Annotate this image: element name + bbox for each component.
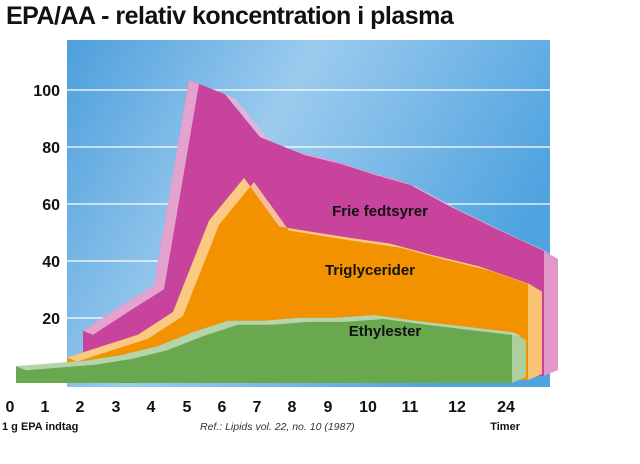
y-tick-label: 20	[42, 311, 60, 328]
x-start-label: 1 g EPA indtag	[2, 421, 78, 433]
x-tick-label: 1	[41, 399, 50, 416]
y-tick-label: 80	[42, 140, 60, 157]
x-tick-label: 24	[497, 399, 515, 416]
x-tick-label: 5	[183, 399, 192, 416]
series-area	[16, 315, 512, 383]
x-tick-label: 12	[448, 399, 466, 416]
x-tick-label: 3	[112, 399, 121, 416]
x-tick-label: 0	[6, 399, 15, 416]
chart-title: EPA/AA - relativ koncentration i plasma	[6, 2, 454, 30]
series-ribbon	[83, 80, 554, 335]
y-tick-label: 60	[42, 197, 60, 214]
x-tick-label: 9	[324, 399, 333, 416]
x-tick-label: 11	[402, 399, 419, 416]
series-ribbon	[16, 315, 522, 371]
x-tick-label: 8	[288, 399, 297, 416]
y-axis-ticks: 20 40 60 80 100	[33, 83, 60, 328]
y-tick-label: 40	[42, 254, 60, 271]
x-tick-label: 10	[359, 399, 377, 416]
series-ribbon	[67, 178, 538, 362]
series-label: Frie fedtsyrer	[332, 203, 428, 220]
chart-labels: Frie fedtsyrer Triglycerider Ethylester 1 g…	[2, 203, 521, 433]
series-side	[528, 283, 542, 380]
x-tick-label: 4	[147, 399, 156, 416]
x-axis-label: Timer	[490, 421, 520, 433]
x-axis-ticks: 0 1 2 3 4 5 6 7 8 9 10 11 12 24	[6, 399, 515, 416]
reference-note: Ref.: Lipids vol. 22, no. 10 (1987)	[200, 421, 355, 433]
x-tick-label: 7	[253, 399, 262, 416]
series-label: Triglycerider	[325, 262, 415, 279]
series-areas	[15, 79, 558, 383]
x-tick-label: 6	[218, 399, 227, 416]
y-tick-label: 100	[33, 83, 60, 100]
x-tick-label: 2	[76, 399, 85, 416]
series-label: Ethylester	[349, 323, 422, 340]
series-side	[544, 251, 558, 376]
series-side	[512, 332, 526, 383]
